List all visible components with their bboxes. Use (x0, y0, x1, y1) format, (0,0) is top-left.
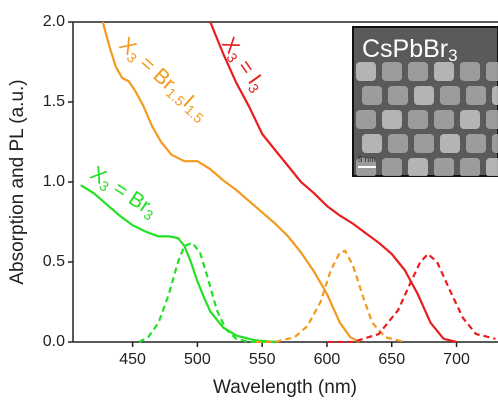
x-tick-label: 650 (378, 351, 405, 368)
x-tick-label: 450 (119, 351, 146, 368)
data-line (139, 243, 275, 342)
nanocube (362, 182, 382, 201)
x-tick-label: 500 (184, 351, 211, 368)
nanocube (486, 62, 498, 81)
nanocube (440, 182, 460, 201)
nanocube (382, 158, 402, 177)
x-tick-label: 600 (314, 351, 341, 368)
nanocube (408, 110, 428, 129)
nanocube (486, 158, 498, 177)
nanocube (466, 182, 486, 201)
y-tick-label: 1.5 (43, 93, 65, 110)
annotation: X3 = Br1.5I1.5 (113, 33, 213, 126)
nanocube (356, 110, 376, 129)
nanocube (362, 86, 382, 105)
y-tick-label: 1.0 (43, 173, 65, 190)
nanocube (434, 110, 454, 129)
y-tick-label: 0.5 (43, 253, 65, 270)
x-tick-label: 700 (443, 351, 470, 368)
data-line (327, 254, 495, 342)
inset-title: CsPbBr3 (362, 35, 458, 66)
nanocube (388, 182, 408, 201)
inset-title-text: CsPbBr (362, 35, 448, 63)
data-line (256, 251, 405, 342)
inset-title-subscript: 3 (448, 46, 457, 65)
nanocube (408, 62, 428, 81)
y-axis-label: Absorption and PL (a.u.) (7, 79, 28, 284)
nanocube (356, 62, 376, 81)
nanocube (466, 86, 486, 105)
nanocube (460, 110, 480, 129)
y-tick-label: 0.0 (43, 333, 65, 350)
chart: Wavelength (nm) Absorption and PL (a.u.)… (0, 0, 498, 401)
nanocube (460, 62, 480, 81)
scale-bar-label: 5 nm (358, 155, 376, 164)
nanocube (466, 134, 486, 153)
nanocube (414, 86, 434, 105)
nanocube (414, 134, 434, 153)
nanocube (460, 158, 480, 177)
nanocube (388, 86, 408, 105)
annotation: X3 = Br3 (85, 162, 161, 224)
nanocube (492, 182, 498, 201)
nanocube (382, 110, 402, 129)
nanocube (440, 86, 460, 105)
annotation: X3 = I3 (216, 33, 271, 96)
nanocube (440, 134, 460, 153)
nanocube (408, 158, 428, 177)
nanocube (486, 110, 498, 129)
nanocube (362, 134, 382, 153)
nanocube (492, 134, 498, 153)
inset-image: CsPbBr3 5 nm (353, 27, 498, 201)
y-tick-label: 2.0 (43, 13, 65, 30)
nanocube (388, 134, 408, 153)
nanocube (434, 158, 454, 177)
nanocube (414, 182, 434, 201)
nanocube (492, 86, 498, 105)
nanocube (382, 62, 402, 81)
x-tick-label: 550 (249, 351, 276, 368)
x-axis-label: Wavelength (nm) (213, 377, 357, 398)
